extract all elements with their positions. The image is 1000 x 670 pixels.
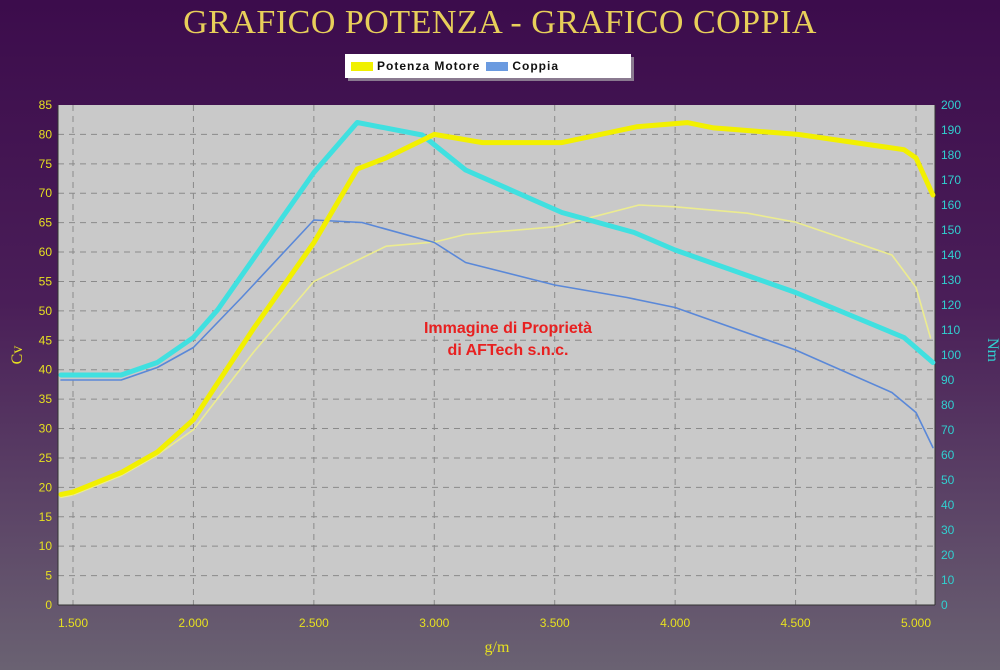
y-tick-label-left: 60 [39, 245, 53, 259]
x-tick-label: 3.500 [540, 616, 570, 630]
y-tick-label-left: 5 [45, 569, 52, 583]
y-tick-label-right: 130 [941, 273, 961, 287]
chart-title: GRAFICO POTENZA - GRAFICO COPPIA [183, 4, 817, 41]
y-tick-label-right: 70 [941, 423, 955, 437]
y-tick-label-left: 10 [39, 539, 53, 553]
x-tick-label: 1.500 [58, 616, 88, 630]
y-tick-label-left: 85 [39, 98, 53, 112]
y-tick-label-left: 30 [39, 422, 53, 436]
y-axis-label-right: Nm [984, 338, 1000, 363]
y-tick-label-right: 60 [941, 448, 955, 462]
y-tick-label-left: 20 [39, 480, 53, 494]
y-tick-label-right: 80 [941, 398, 955, 412]
y-tick-label-right: 180 [941, 148, 961, 162]
y-tick-label-right: 190 [941, 123, 961, 137]
y-tick-label-left: 70 [39, 186, 53, 200]
series-line-coppia [58, 120, 936, 378]
watermark-line-1: Immagine di Proprietà [424, 320, 592, 337]
y-tick-label-right: 10 [941, 573, 955, 587]
y-tick-label-left: 25 [39, 451, 53, 465]
y-tick-label-left: 45 [39, 333, 53, 347]
y-tick-label-right: 90 [941, 373, 955, 387]
series-line-potenza-motore [58, 120, 936, 497]
y-tick-label-right: 40 [941, 498, 955, 512]
y-tick-label-right: 100 [941, 348, 961, 362]
y-tick-label-right: 170 [941, 173, 961, 187]
y-tick-label-right: 200 [941, 98, 961, 112]
watermark-line-2: di AFTech s.n.c. [448, 342, 569, 359]
y-tick-label-right: 20 [941, 548, 955, 562]
x-tick-label: 3.000 [419, 616, 449, 630]
plot-area [58, 105, 935, 605]
legend-swatch-potenza [351, 61, 373, 71]
y-tick-label-left: 0 [45, 598, 52, 612]
legend-label-coppia: Coppia [512, 59, 560, 73]
y-tick-label-right: 140 [941, 248, 961, 262]
y-tick-label-right: 160 [941, 198, 961, 212]
y-tick-label-right: 150 [941, 223, 961, 237]
series-line-coppia-stock [60, 219, 934, 449]
y-tick-label-right: 30 [941, 523, 955, 537]
y-tick-label-left: 35 [39, 392, 53, 406]
y-tick-label-right: 0 [941, 598, 948, 612]
x-axis-label: g/m [485, 639, 510, 656]
x-tick-label: 2.500 [299, 616, 329, 630]
y-tick-label-left: 55 [39, 274, 53, 288]
legend-label-potenza: Potenza Motore [377, 59, 481, 73]
y-tick-label-left: 50 [39, 304, 53, 318]
y-tick-label-left: 65 [39, 216, 53, 230]
legend: Potenza Motore Coppia [345, 54, 631, 78]
x-tick-label: 2.000 [178, 616, 208, 630]
x-tick-label: 5.000 [901, 616, 931, 630]
y-tick-label-right: 120 [941, 298, 961, 312]
y-tick-label-right: 110 [941, 323, 960, 337]
y-axis-label-left: Cv [9, 346, 26, 365]
y-tick-label-left: 75 [39, 157, 53, 171]
x-tick-label: 4.500 [781, 616, 811, 630]
series-line-potenza-stock [60, 204, 932, 499]
y-tick-label-left: 15 [39, 510, 53, 524]
y-tick-label-right: 50 [941, 473, 955, 487]
legend-swatch-coppia [486, 61, 509, 71]
y-tick-label-left: 40 [39, 363, 53, 377]
x-tick-label: 4.000 [660, 616, 690, 630]
y-tick-label-left: 80 [39, 127, 53, 141]
